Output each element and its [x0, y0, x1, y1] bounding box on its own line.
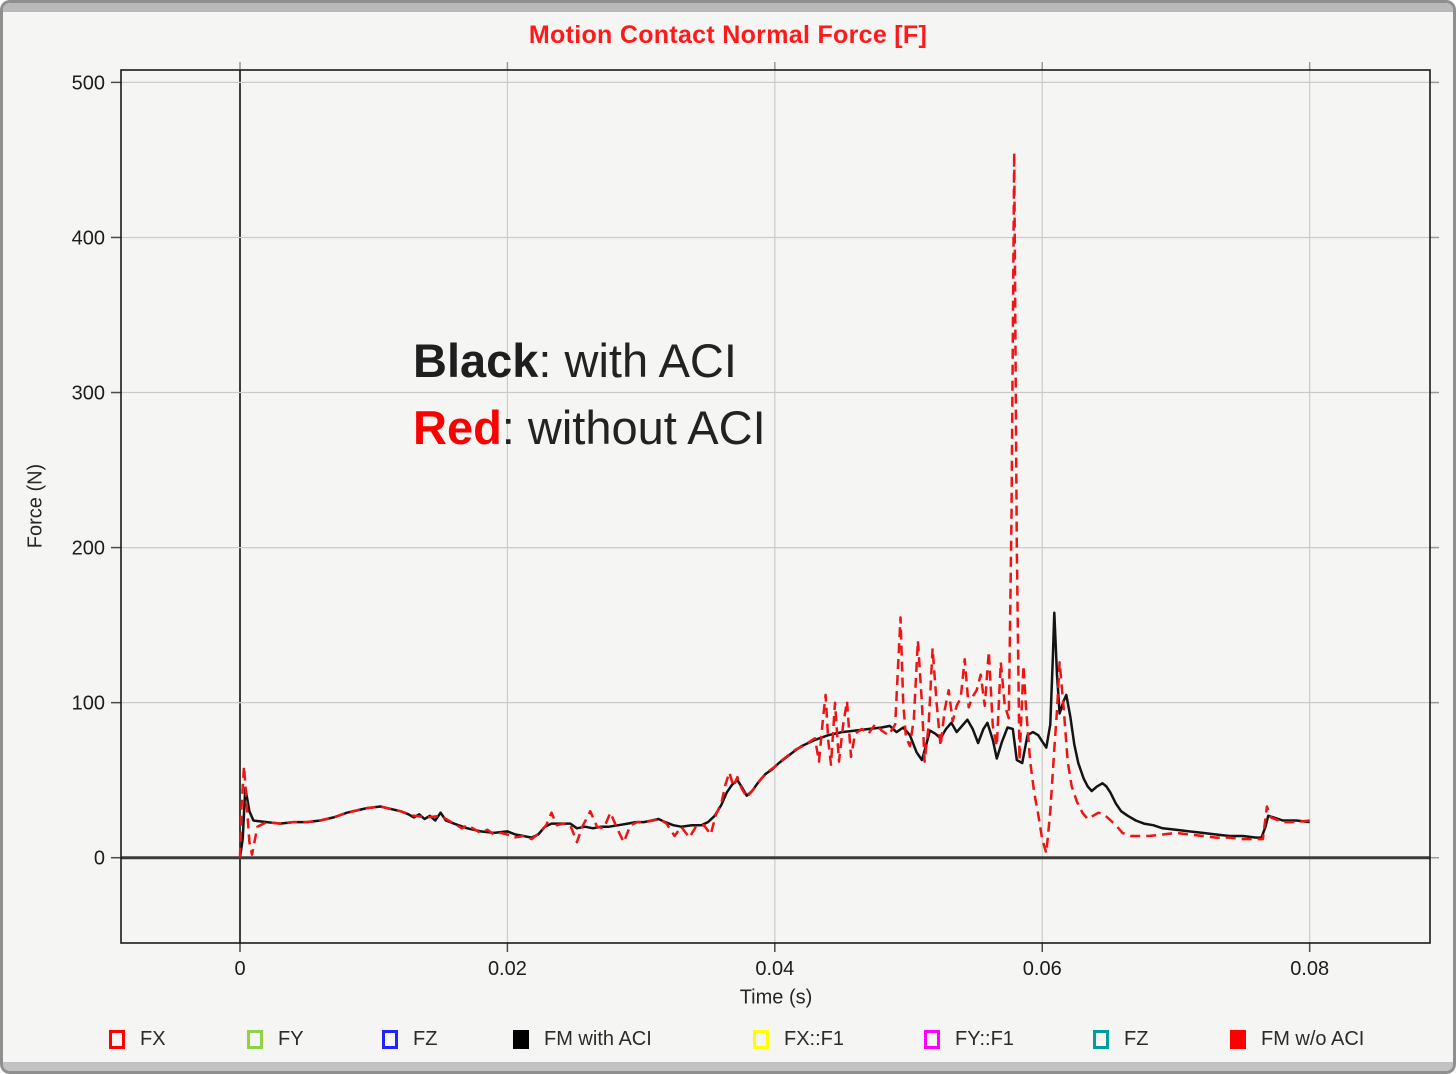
annotation-line-red: Red: without ACI [413, 394, 766, 461]
y-tick-label: 100 [72, 693, 105, 715]
legend-label: FY [278, 1028, 304, 1050]
legend-item-fm-with-aci[interactable]: FM with ACI [513, 1028, 652, 1051]
legend-label: FZ [413, 1028, 438, 1050]
legend-swatch-fm-with-aci [513, 1030, 529, 1049]
chart-annotation: Black: with ACI Red: without ACI [413, 327, 766, 461]
y-tick-label: 0 [94, 848, 105, 870]
legend-label: FZ [1124, 1028, 1149, 1050]
chart-title: Motion Contact Normal Force [F] [528, 21, 928, 49]
legend-swatch-fx [109, 1030, 125, 1049]
x-tick-label: 0.08 [1290, 958, 1329, 980]
legend-item-fy[interactable]: FY [247, 1028, 304, 1051]
legend-item-fy-f1[interactable]: FY::F1 [924, 1028, 1014, 1051]
plot-border [120, 69, 1431, 944]
legend-label: FM w/o ACI [1261, 1028, 1365, 1050]
force-chart: 0 0.02 0.04 0.06 0.08 0 100 200 300 400 500 [72, 62, 1439, 980]
legend-label: FY::F1 [955, 1028, 1014, 1050]
legend-swatch-fy [247, 1030, 263, 1049]
annotation-black-label: Black [413, 334, 539, 387]
y-tick-label: 200 [72, 538, 105, 560]
legend-label: FX [140, 1028, 166, 1050]
legend-item-fx[interactable]: FX [109, 1028, 166, 1051]
y-axis-label: Force (N) [24, 463, 47, 549]
legend-swatch-fx-f1 [753, 1030, 769, 1049]
x-tick-label: 0.02 [488, 958, 527, 980]
window-top-strip [3, 3, 1453, 12]
legend-swatch-fy-f1 [924, 1030, 940, 1049]
legend-label: FX::F1 [784, 1028, 845, 1050]
annotation-line-black: Black: with ACI [413, 327, 766, 394]
series-fm-w-o-aci [238, 150, 1310, 858]
legend-swatch-fz-teal [1093, 1030, 1109, 1049]
x-tick-label: 0 [234, 958, 245, 980]
x-axis-label: Time (s) [739, 986, 813, 1009]
x-tick-label: 0.06 [1023, 958, 1062, 980]
y-tick-label: 400 [72, 227, 105, 249]
window-bottom-strip [3, 1062, 1453, 1071]
series-fm-with-aci [238, 611, 1310, 858]
legend-item-fm-wo-aci[interactable]: FM w/o ACI [1230, 1028, 1364, 1051]
chart-legend: FX FY FZ FM with ACI FX::F1 FY::F1 FZ F [3, 1028, 1453, 1062]
y-tick-label: 300 [72, 383, 105, 405]
legend-swatch-fm-wo-aci [1230, 1030, 1246, 1049]
legend-item-fz[interactable]: FZ [382, 1028, 437, 1051]
legend-label: FM with ACI [544, 1028, 652, 1050]
x-tick-label: 0.04 [755, 958, 794, 980]
annotation-red-text: : without ACI [501, 401, 766, 454]
annotation-red-label: Red [413, 401, 502, 454]
y-tick-label: 500 [72, 72, 105, 94]
legend-item-fx-f1[interactable]: FX::F1 [753, 1028, 844, 1051]
annotation-black-text: : with ACI [538, 334, 737, 387]
legend-item-fz-teal[interactable]: FZ [1093, 1028, 1148, 1051]
legend-swatch-fz [382, 1030, 398, 1049]
